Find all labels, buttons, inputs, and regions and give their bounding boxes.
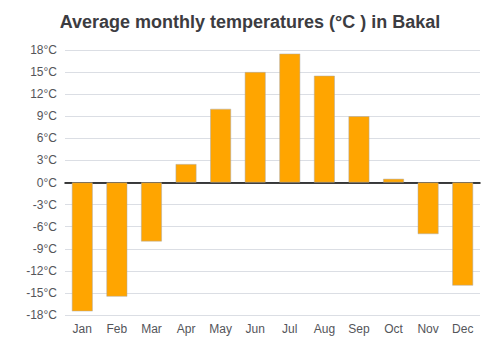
svg-text:Aug: Aug bbox=[314, 322, 335, 336]
svg-text:-3°C: -3°C bbox=[33, 198, 57, 212]
svg-text:May: May bbox=[209, 322, 232, 336]
svg-text:Oct: Oct bbox=[384, 322, 403, 336]
svg-text:Average monthly temperatures (: Average monthly temperatures (°C ) in Ba… bbox=[60, 12, 441, 32]
svg-text:0°C: 0°C bbox=[37, 176, 57, 190]
svg-text:Feb: Feb bbox=[107, 322, 128, 336]
svg-text:Nov: Nov bbox=[417, 322, 438, 336]
svg-text:Jan: Jan bbox=[73, 322, 92, 336]
svg-text:6°C: 6°C bbox=[37, 131, 57, 145]
svg-text:12°C: 12°C bbox=[30, 87, 57, 101]
svg-text:3°C: 3°C bbox=[37, 153, 57, 167]
svg-text:Mar: Mar bbox=[141, 322, 162, 336]
svg-text:-9°C: -9°C bbox=[33, 242, 57, 256]
svg-text:-15°C: -15°C bbox=[26, 286, 57, 300]
svg-text:9°C: 9°C bbox=[37, 109, 57, 123]
svg-text:-6°C: -6°C bbox=[33, 220, 57, 234]
svg-text:Jun: Jun bbox=[246, 322, 265, 336]
svg-text:-18°C: -18°C bbox=[26, 308, 57, 322]
svg-text:15°C: 15°C bbox=[30, 65, 57, 79]
svg-text:18°C: 18°C bbox=[30, 43, 57, 57]
svg-text:Apr: Apr bbox=[177, 322, 196, 336]
svg-text:Dec: Dec bbox=[452, 322, 473, 336]
svg-text:-12°C: -12°C bbox=[26, 264, 57, 278]
svg-text:Jul: Jul bbox=[282, 322, 297, 336]
svg-text:Sep: Sep bbox=[348, 322, 370, 336]
